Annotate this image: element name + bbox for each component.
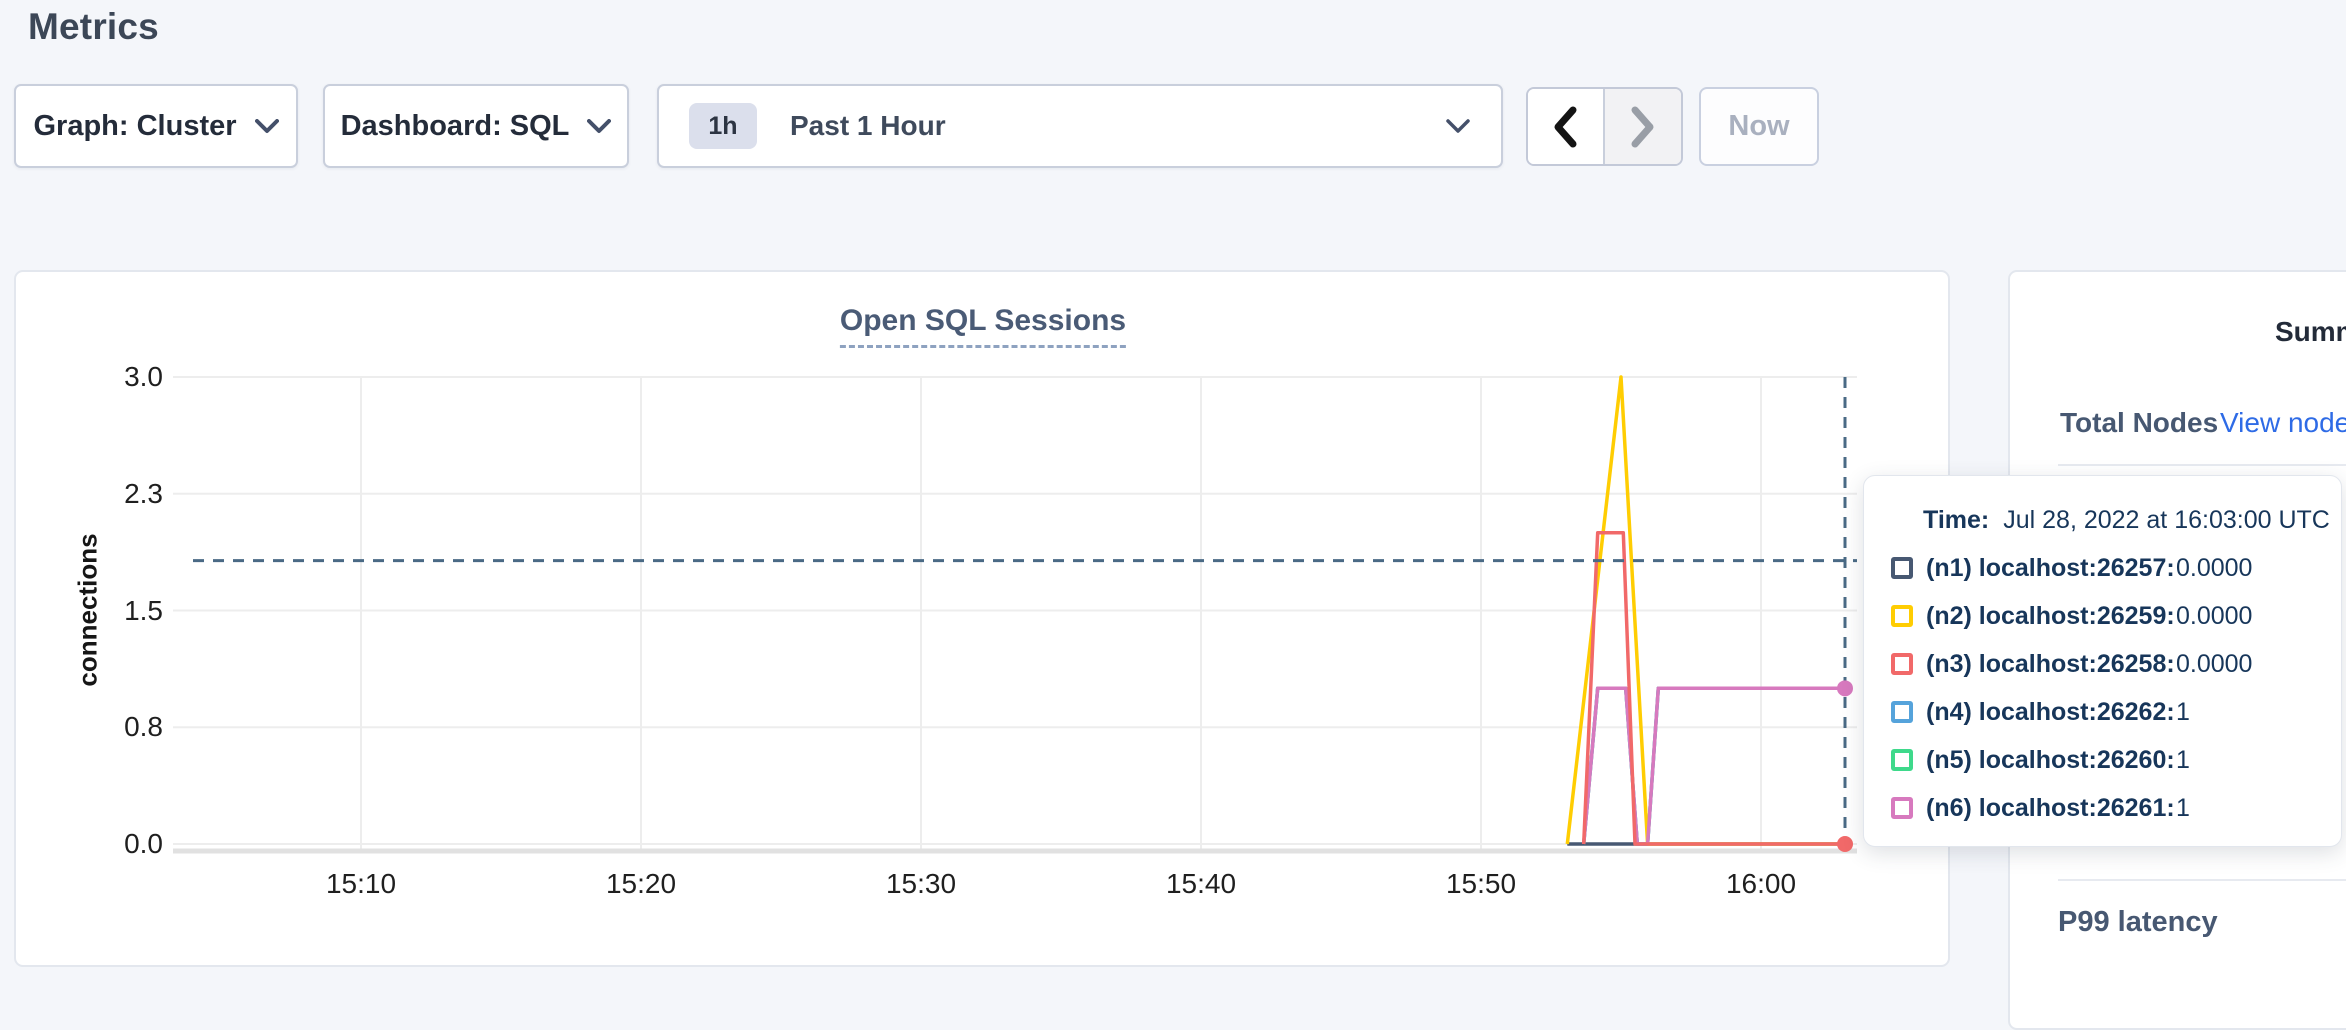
chart-hover-tooltip: Time: Jul 28, 2022 at 16:03:00 UTC (n1) … (1863, 475, 2342, 847)
series-value: 0.0000 (2176, 601, 2253, 630)
x-tick-label: 16:00 (1725, 868, 1797, 899)
time-back-button[interactable] (1528, 89, 1605, 164)
total-nodes-label: Total Nodes (2060, 407, 2219, 438)
chevron-down-icon (254, 118, 279, 133)
y-tick-label: 2.3 (124, 477, 163, 509)
series-label: (n1) localhost:26257: (1926, 553, 2175, 582)
series-swatch-icon (1891, 653, 1913, 675)
series-swatch-icon (1891, 605, 1913, 627)
series-label: (n3) localhost:26258: (1926, 649, 2175, 678)
series-swatch-icon (1891, 701, 1913, 723)
series-value: 1 (2176, 793, 2190, 822)
series-value: 0.0000 (2176, 649, 2253, 678)
chevron-right-icon (1631, 106, 1654, 147)
y-tick-label: 0.0 (124, 828, 163, 859)
page-title: Metrics (28, 6, 159, 47)
time-nav-group (1526, 87, 1683, 166)
chevron-down-icon (587, 118, 612, 133)
x-tick-label: 15:50 (1445, 868, 1517, 899)
series-label: (n2) localhost:26259: (1926, 601, 2175, 630)
series-value: 0.0000 (2176, 553, 2253, 582)
metrics-page: { "page": { "title": "Metrics" }, "toolb… (14, 6, 2346, 1030)
dashboard-dropdown-label: Dashboard: SQL (340, 109, 570, 142)
x-tick-label: 15:10 (325, 868, 397, 899)
tooltip-series-row-n1: (n1) localhost:26257: 0.0000 (1891, 552, 2341, 584)
time-range-badge: 1h (689, 103, 757, 149)
view-nodes-link[interactable]: View nodes (2220, 407, 2346, 438)
series-label: (n6) localhost:26261: (1926, 793, 2175, 822)
tooltip-series-row-n2: (n2) localhost:26259: 0.0000 (1891, 600, 2341, 632)
sidebar-divider (2058, 464, 2346, 466)
y-tick-label: 3.0 (124, 361, 163, 392)
tooltip-series-row-n4: (n4) localhost:26262: 1 (1891, 696, 2341, 728)
x-tick-label: 15:30 (885, 868, 957, 899)
tooltip-time-value: Jul 28, 2022 at 16:03:00 UTC (2003, 505, 2330, 534)
series-swatch-icon (1891, 557, 1913, 579)
p99-latency-heading: P99 latency (2058, 906, 2218, 938)
open-sql-sessions-chart-card[interactable] (14, 270, 1950, 967)
y-tick-label: 1.5 (124, 594, 163, 626)
chevron-down-icon (1446, 119, 1470, 133)
sidebar-divider (2058, 879, 2346, 881)
y-tick-label: 0.8 (124, 711, 163, 743)
series-value: 1 (2176, 745, 2190, 774)
series-label: (n5) localhost:26260: (1926, 745, 2175, 774)
tooltip-time-row: Time: Jul 28, 2022 at 16:03:00 UTC (1891, 504, 2341, 536)
series-swatch-icon (1891, 797, 1913, 819)
now-button[interactable]: Now (1699, 87, 1819, 166)
chart-title[interactable]: Open SQL Sessions (839, 304, 1127, 348)
tooltip-series-row-n5: (n5) localhost:26260: 1 (1891, 744, 2341, 776)
tooltip-legend-rows: (n1) localhost:26257: 0.0000 (n2) localhos… (1891, 552, 2341, 824)
time-range-label: Past 1 Hour (790, 110, 946, 141)
tooltip-series-row-n6: (n6) localhost:26261: 1 (1891, 792, 2341, 824)
dashboard-dropdown[interactable]: Dashboard: SQL (323, 84, 629, 168)
x-tick-label: 15:40 (1165, 868, 1237, 899)
x-tick-label: 15:20 (605, 868, 677, 899)
time-range-picker[interactable]: 1h Past 1 Hour (657, 84, 1503, 168)
tooltip-time-label: Time: (1923, 505, 1990, 534)
series-label: (n4) localhost:26262: (1926, 697, 2175, 726)
graph-dropdown[interactable]: Graph: Cluster (14, 84, 298, 168)
chevron-left-icon (1554, 106, 1577, 147)
time-forward-button[interactable] (1604, 89, 1681, 164)
graph-dropdown-label: Graph: Cluster (33, 109, 237, 142)
series-value: 1 (2176, 697, 2190, 726)
summary-heading: Summary (2275, 316, 2346, 347)
series-swatch-icon (1891, 749, 1913, 771)
tooltip-series-row-n3: (n3) localhost:26258: 0.0000 (1891, 648, 2341, 680)
